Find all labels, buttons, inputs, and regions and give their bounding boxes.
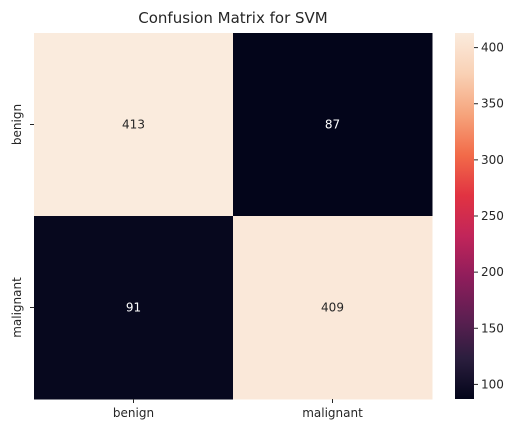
cell-annotation: 91 <box>126 301 141 315</box>
chart-title: Confusion Matrix for SVM <box>138 9 328 27</box>
heatmap-cell <box>34 33 234 217</box>
cell-annotation: 409 <box>321 301 344 315</box>
y-axis: benign malignant <box>10 104 34 338</box>
colorbar-axis: 100 150 200 250 300 350 400 <box>474 41 504 391</box>
colorbar-tick-label: 150 <box>481 321 504 335</box>
x-tick-label: benign <box>113 406 154 420</box>
colorbar-tick-label: 100 <box>481 377 504 391</box>
y-tick-label: benign <box>10 104 24 145</box>
y-tick-label: malignant <box>10 277 24 338</box>
cell-annotation: 413 <box>122 118 145 132</box>
colorbar-tick-label: 350 <box>481 97 504 111</box>
heatmap-cell <box>34 216 234 400</box>
x-axis: benign malignant <box>113 399 363 420</box>
colorbar-tick-label: 400 <box>481 41 504 55</box>
cell-annotation: 87 <box>325 118 340 132</box>
x-tick-label: malignant <box>302 406 363 420</box>
colorbar-tick-label: 250 <box>481 209 504 223</box>
heatmap-cell <box>233 33 433 217</box>
heatmap-cell <box>233 216 433 400</box>
colorbar <box>455 33 474 399</box>
cell-annotations: 413 87 91 409 <box>122 118 344 315</box>
colorbar-tick-label: 300 <box>481 153 504 167</box>
colorbar-tick-label: 200 <box>481 265 504 279</box>
heatmap-cells <box>34 33 433 400</box>
